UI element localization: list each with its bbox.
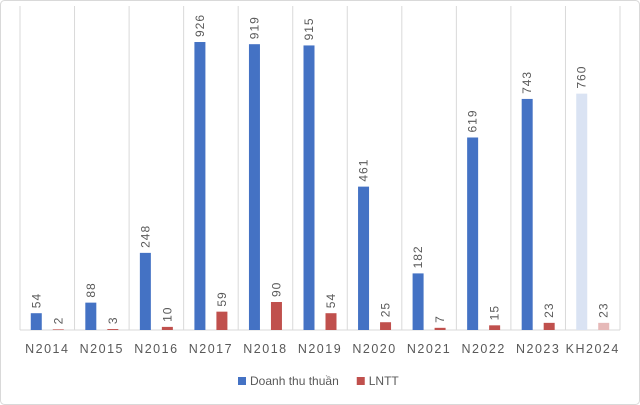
- legend-label: Doanh thu thuần: [250, 374, 339, 388]
- data-label: 915: [302, 17, 316, 40]
- bar: [325, 313, 337, 330]
- x-tick-label: N2019: [298, 342, 342, 356]
- data-label: 54: [324, 293, 338, 308]
- bar: [521, 98, 533, 330]
- data-label: 2: [51, 317, 65, 325]
- bar: [576, 93, 588, 330]
- bar: [161, 326, 173, 330]
- data-label: 59: [215, 291, 229, 306]
- data-label: 23: [597, 302, 611, 317]
- bar: [270, 302, 282, 330]
- data-label: 926: [193, 14, 207, 37]
- x-tick-label: N2014: [25, 342, 69, 356]
- x-tick-label: N2022: [461, 342, 505, 356]
- legend-swatch: [356, 377, 365, 385]
- data-label: 54: [29, 293, 43, 308]
- x-tick-label: N2016: [134, 342, 178, 356]
- bar: [303, 45, 315, 331]
- data-label: 10: [160, 307, 174, 322]
- bar: [598, 322, 610, 330]
- legend-swatch: [238, 377, 246, 385]
- bar: [248, 44, 260, 330]
- bar: [434, 327, 446, 330]
- data-label: 919: [247, 16, 261, 39]
- bar: [52, 329, 64, 330]
- bar: [543, 322, 555, 330]
- data-label: 760: [575, 66, 589, 89]
- data-label: 23: [542, 302, 556, 317]
- bar: [216, 311, 228, 330]
- data-label: 88: [84, 282, 98, 297]
- bar: [30, 313, 42, 330]
- data-label: 90: [269, 282, 283, 297]
- x-tick-label: N2020: [352, 342, 396, 356]
- data-label: 3: [106, 316, 120, 324]
- data-label: 182: [411, 245, 425, 268]
- data-label: 248: [138, 225, 152, 248]
- bar: [139, 252, 151, 330]
- bar: [358, 186, 370, 330]
- legend-label: LNTT: [369, 374, 400, 388]
- x-tick-label: N2021: [407, 342, 451, 356]
- x-tick-label: KH2024: [566, 342, 620, 356]
- bar: [85, 302, 97, 330]
- bar: [412, 273, 424, 330]
- x-tick-label: N2018: [243, 342, 287, 356]
- x-tick-label: N2015: [80, 342, 124, 356]
- bar: [489, 325, 501, 330]
- bar: [467, 137, 479, 330]
- data-label: 7: [433, 315, 447, 323]
- x-tick-label: N2017: [189, 342, 233, 356]
- data-label: 461: [357, 159, 371, 182]
- bar: [194, 42, 206, 330]
- data-label: 15: [488, 305, 502, 320]
- data-label: 25: [379, 302, 393, 317]
- data-label: 743: [520, 71, 534, 94]
- data-label: 619: [466, 109, 480, 132]
- x-tick-label: N2023: [516, 342, 560, 356]
- bar: [380, 322, 392, 330]
- bar: [107, 329, 119, 330]
